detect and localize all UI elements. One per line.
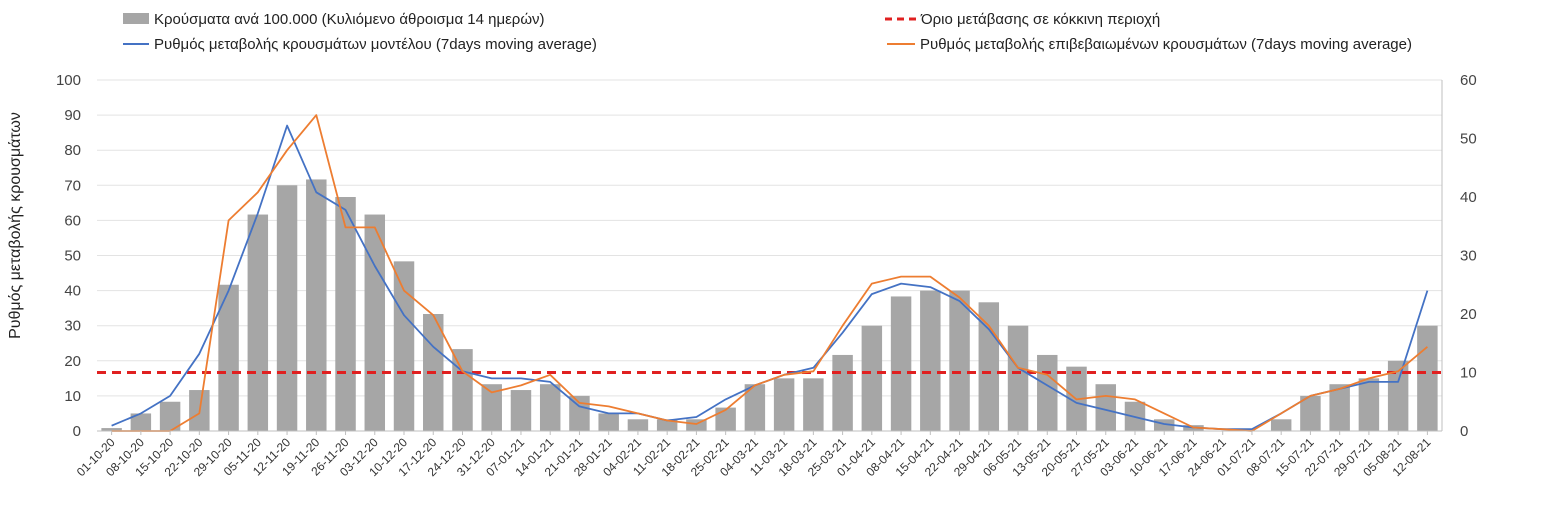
y-tick-label: 0 [73, 423, 81, 440]
bar [773, 378, 795, 431]
legend-label-confirmed: Ρυθμός μεταβολής επιβεβαιωμένων κρουσμάτ… [920, 36, 1412, 53]
y-tick-label: 60 [64, 212, 81, 229]
bar [1329, 384, 1350, 431]
bar [481, 384, 502, 431]
bar [452, 349, 473, 431]
bar [276, 185, 298, 431]
legend-label-model: Ρυθμός μεταβολής κρουσμάτων μοντέλου (7d… [154, 36, 597, 53]
y2-tick-label: 60 [1460, 72, 1477, 89]
bar [1007, 325, 1029, 431]
bar-series [101, 179, 1438, 431]
bar [569, 395, 590, 431]
legend-swatch-bar [123, 13, 149, 24]
series-line [111, 114, 1428, 432]
y-tick-label: 80 [64, 142, 81, 159]
bar [627, 419, 649, 431]
y2-tick-label: 30 [1460, 248, 1477, 265]
bar [218, 284, 239, 431]
bar [247, 214, 269, 431]
bar [1300, 395, 1321, 431]
y2-tick-label: 10 [1460, 365, 1477, 382]
y-tick-label: 30 [64, 318, 81, 335]
bar [715, 407, 736, 431]
bar [306, 179, 327, 431]
bar [598, 413, 619, 431]
bar [861, 325, 883, 431]
bar [364, 214, 386, 431]
bar [393, 261, 415, 431]
bar [686, 419, 707, 431]
bar [539, 384, 561, 431]
legend: Κρούσματα ανά 100.000 (Κυλιόμενο άθροισμ… [123, 11, 1412, 53]
bar [335, 197, 356, 431]
bar [130, 413, 152, 431]
y2-tick-label: 20 [1460, 306, 1477, 323]
bar [1358, 378, 1380, 431]
y-tick-label: 70 [64, 177, 81, 194]
bar [510, 390, 532, 431]
y2-tick-label: 50 [1460, 131, 1477, 148]
bar [1037, 354, 1058, 431]
y-axis-title: Ρυθμός μεταβολής κρουσμάτων [7, 112, 24, 339]
bar [890, 296, 912, 431]
bar [101, 428, 122, 431]
legend-label-threshold: Όριο μετάβασης σε κόκκινη περιοχή [920, 11, 1160, 28]
bar [159, 401, 181, 431]
bar [744, 384, 766, 431]
bar [656, 419, 678, 431]
bar [1387, 360, 1409, 431]
bar [949, 290, 970, 431]
legend-label-bar: Κρούσματα ανά 100.000 (Κυλιόμενο άθροισμ… [154, 11, 545, 28]
bar [1270, 419, 1292, 431]
grid-lines [97, 79, 1442, 432]
bar [832, 354, 853, 431]
y2-tick-label: 0 [1460, 423, 1468, 440]
bar [803, 378, 824, 431]
y-tick-label: 10 [64, 388, 81, 405]
bar [920, 290, 941, 431]
y2-tick-label: 40 [1460, 189, 1477, 206]
bar [1417, 325, 1438, 431]
y-tick-label: 90 [64, 107, 81, 124]
line-series [111, 114, 1429, 432]
y-tick-label: 50 [64, 248, 81, 265]
y-tick-label: 20 [64, 353, 81, 370]
y-tick-label: 100 [56, 72, 81, 89]
y-tick-label: 40 [64, 283, 81, 300]
bar [1153, 419, 1175, 431]
